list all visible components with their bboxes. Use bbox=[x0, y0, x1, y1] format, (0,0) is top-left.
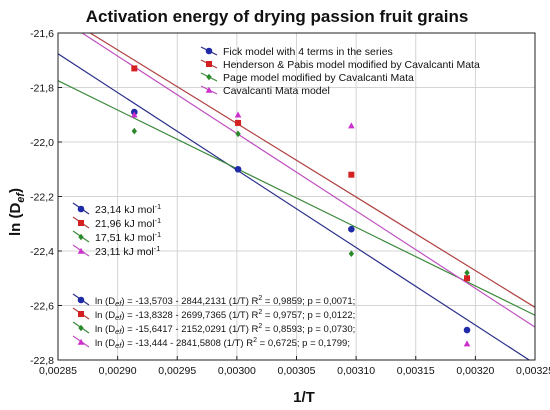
eq-label-1: ln (Def) = -13,5703 - 2844,2131 (1/T) R2… bbox=[95, 295, 355, 308]
x-tick-label: 0,00305 bbox=[278, 365, 316, 377]
y-tick-label: -22,2 bbox=[30, 192, 54, 204]
ea-label-2: 21,96 kJ mol-1 bbox=[95, 216, 161, 230]
ea-marker-3 bbox=[78, 233, 84, 241]
legend: Fick model with 4 terms in the seriesHen… bbox=[200, 46, 480, 97]
eq-marker-1 bbox=[77, 296, 85, 304]
data-point-3-2 bbox=[235, 130, 241, 138]
data-point-4-2 bbox=[234, 111, 242, 118]
activation-energy-labels: 23,14 kJ mol-121,96 kJ mol-117,51 kJ mol… bbox=[72, 202, 161, 258]
x-tick-label: 0,00300 bbox=[218, 365, 256, 377]
chart-title: Activation energy of drying passion frui… bbox=[86, 7, 469, 26]
y-tick-label: -22,6 bbox=[30, 301, 54, 313]
data-point-1-4 bbox=[463, 326, 471, 334]
legend-marker-2 bbox=[206, 61, 212, 67]
data-point-2-2 bbox=[235, 119, 242, 126]
legend-marker-4 bbox=[205, 86, 213, 93]
x-tick-label: 0,00285 bbox=[39, 365, 77, 377]
data-point-4-1 bbox=[131, 111, 138, 118]
eq-label-2: ln (Def) = -13,8328 - 2699,7365 (1/T) R2… bbox=[95, 309, 355, 322]
eq-marker-4 bbox=[77, 338, 85, 345]
eq-label-4: ln (Def) = -13,444 - 2841,5808 (1/T) R2 … bbox=[95, 337, 350, 350]
x-tick-label: 0,00310 bbox=[337, 365, 375, 377]
legend-label-4: Cavalcanti Mata model bbox=[223, 85, 330, 97]
data-point-4-4 bbox=[463, 340, 471, 347]
regression-line-2 bbox=[89, 33, 535, 308]
legend-label-3: Page model modified by Cavalcanti Mata bbox=[223, 72, 414, 84]
y-tick-label: -22,8 bbox=[30, 355, 54, 367]
regression-equations: ln (Def) = -13,5703 - 2844,2131 (1/T) R2… bbox=[72, 293, 355, 350]
data-point-2-4 bbox=[464, 275, 471, 282]
regression-lines bbox=[58, 33, 535, 360]
x-tick-label: 0,00295 bbox=[158, 365, 196, 377]
data-point-1-2 bbox=[234, 165, 242, 173]
y-tick-label: -21,8 bbox=[30, 83, 54, 95]
ea-marker-4 bbox=[77, 247, 85, 254]
eq-marker-2 bbox=[78, 311, 84, 317]
data-point-3-1 bbox=[131, 127, 138, 135]
axis-ticks: 0,00285 0,00290 0,00295 0,00300 0,00305 0,003… bbox=[30, 28, 550, 377]
x-tick-label: 0,00290 bbox=[99, 365, 137, 377]
data-point-2-1 bbox=[131, 65, 138, 72]
ea-label-4: 23,11 kJ mol-1 bbox=[95, 244, 160, 258]
eq-marker-3 bbox=[78, 324, 84, 332]
regression-line-3 bbox=[58, 80, 535, 316]
x-tick-label: 0,00325 bbox=[516, 365, 550, 377]
ea-marker-1 bbox=[77, 205, 85, 213]
data-point-3-4 bbox=[464, 269, 470, 277]
y-axis-title-close: ) bbox=[7, 188, 24, 193]
y-axis-title-sub: ef bbox=[15, 192, 27, 203]
y-tick-label: -22,0 bbox=[30, 137, 54, 149]
y-tick-label: -22,4 bbox=[30, 246, 54, 258]
y-axis-title: ln (Def) bbox=[7, 188, 27, 236]
x-axis-title: 1/T bbox=[293, 389, 315, 406]
data-point-3-3 bbox=[348, 250, 355, 258]
y-axis-title-main: ln (D bbox=[7, 203, 24, 236]
x-tick-label: 0,00320 bbox=[456, 365, 494, 377]
ea-label-1: 23,14 kJ mol-1 bbox=[95, 202, 161, 216]
data-point-2-3 bbox=[348, 171, 355, 178]
regression-line-1 bbox=[58, 53, 531, 360]
data-point-1-3 bbox=[348, 225, 355, 233]
data-point-4-3 bbox=[348, 122, 355, 129]
legend-marker-1 bbox=[205, 47, 213, 55]
ea-label-3: 17,51 kJ mol-1 bbox=[95, 230, 161, 244]
x-tick-label: 0,00315 bbox=[397, 365, 435, 377]
legend-label-2: Henderson & Pabis model modified by Cava… bbox=[223, 59, 480, 71]
legend-marker-3 bbox=[206, 73, 212, 81]
regression-line-4 bbox=[81, 33, 535, 328]
y-tick-label: -21,6 bbox=[30, 28, 54, 40]
eq-label-3: ln (Def) = -15,6417 - 2152,0291 (1/T) R2… bbox=[95, 323, 355, 336]
data-points bbox=[131, 65, 471, 347]
legend-label-1: Fick model with 4 terms in the series bbox=[223, 46, 393, 58]
ea-marker-2 bbox=[78, 220, 84, 226]
